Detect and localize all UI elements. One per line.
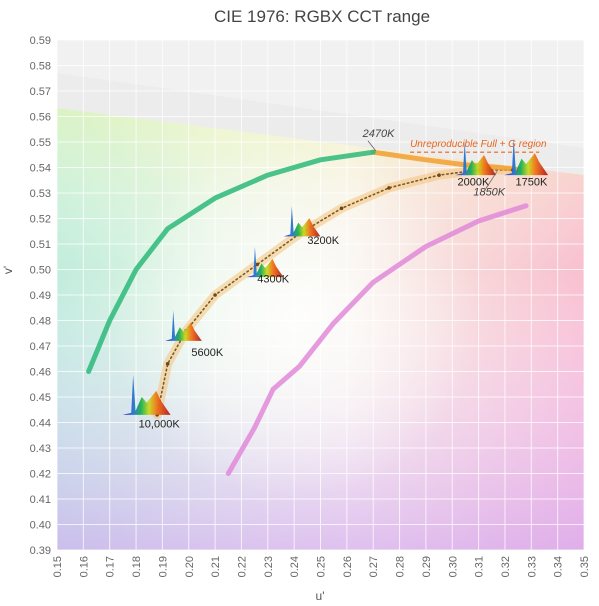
- x-tick-label: 0.26: [342, 556, 354, 577]
- annotation-label: 1750K: [515, 176, 547, 188]
- y-tick-label: 0.50: [30, 265, 51, 277]
- locus-point: [387, 186, 391, 190]
- x-tick-label: 0.20: [184, 556, 196, 577]
- spectrum-icon: [455, 141, 497, 176]
- annotation-label: 3200K: [307, 235, 339, 247]
- y-axis-label: v': [1, 266, 15, 274]
- series-line: [86, 149, 376, 374]
- y-tick-label: 0.42: [30, 469, 51, 481]
- spectrum-icon: [283, 205, 321, 237]
- x-tick-label: 0.23: [263, 556, 275, 577]
- locus-point: [255, 262, 260, 267]
- tick-labels: 0.15 0.16 0.17 0.18 0.19 0.20 0.21 0.22 0.23 0.24…: [30, 35, 591, 577]
- y-tick-label: 0.46: [30, 367, 51, 379]
- y-tick-label: 0.47: [30, 341, 51, 353]
- annotation-label: Unreproducible Full + G region: [410, 139, 547, 150]
- y-tick-label: 0.40: [30, 520, 51, 532]
- spectrum-icon: [165, 310, 202, 341]
- x-tick-label: 0.32: [500, 556, 512, 577]
- annotation-label: 4300K: [257, 273, 289, 285]
- x-tick-label: 0.33: [526, 556, 538, 577]
- spectra-layer: [122, 138, 549, 415]
- y-tick-label: 0.44: [30, 418, 51, 430]
- series-line: [225, 203, 529, 476]
- locus-point: [165, 362, 170, 366]
- annotation-label: 2000K: [458, 176, 490, 188]
- y-tick-label: 0.51: [30, 239, 51, 251]
- x-tick-label: 0.30: [447, 556, 459, 577]
- y-tick-label: 0.45: [30, 392, 51, 404]
- x-tick-label: 0.15: [52, 556, 64, 577]
- annotations: 2470K Unreproducible Full + G region 2000K…: [139, 128, 548, 431]
- y-tick-label: 0.43: [30, 443, 51, 455]
- x-tick-label: 0.35: [579, 556, 591, 577]
- x-tick-label: 0.17: [105, 556, 117, 577]
- y-tick-label: 0.55: [30, 137, 51, 149]
- y-tick-label: 0.53: [30, 188, 51, 200]
- y-tick-label: 0.56: [30, 112, 51, 124]
- grid: [56, 39, 585, 551]
- locus-point: [213, 293, 217, 297]
- y-tick-label: 0.39: [30, 545, 51, 557]
- annotation-label: 2470K: [362, 128, 395, 140]
- y-tick-label: 0.49: [30, 290, 51, 302]
- x-tick-label: 0.19: [157, 556, 169, 577]
- y-tick-label: 0.48: [30, 316, 51, 328]
- chart-title: CIE 1976: RGBX CCT range: [214, 7, 430, 26]
- x-tick-label: 0.29: [421, 556, 433, 577]
- y-tick-label: 0.54: [30, 163, 51, 175]
- x-tick-label: 0.24: [289, 556, 301, 577]
- x-tick-label: 0.31: [474, 556, 486, 577]
- x-tick-label: 0.16: [78, 556, 90, 577]
- x-tick-label: 0.18: [131, 556, 143, 577]
- x-tick-label: 0.27: [368, 556, 380, 577]
- annotation-label: 10,000K: [139, 419, 181, 431]
- x-tick-label: 0.22: [236, 556, 248, 577]
- locus-point: [339, 206, 344, 211]
- locus-point: [437, 173, 441, 177]
- x-tick-label: 0.21: [210, 556, 222, 577]
- leader-1850k: [483, 171, 498, 192]
- y-tick-label: 0.41: [30, 494, 51, 506]
- x-tick-label: 0.25: [316, 556, 328, 577]
- spectrum-icon: [122, 374, 171, 415]
- x-tick-label: 0.28: [395, 556, 407, 577]
- annotation-label: 5600K: [191, 347, 223, 359]
- spectrum-icon: [503, 138, 549, 176]
- spectrum-icon: [246, 246, 284, 278]
- y-tick-label: 0.58: [30, 61, 51, 73]
- y-tick-label: 0.57: [30, 86, 51, 98]
- annotation-label: 1850K: [473, 187, 505, 199]
- x-tick-label: 0.34: [553, 556, 565, 577]
- y-tick-label: 0.52: [30, 214, 51, 226]
- x-axis-label: u': [316, 589, 325, 603]
- y-tick-label: 0.59: [30, 35, 51, 47]
- leader-2470k: [367, 140, 377, 152]
